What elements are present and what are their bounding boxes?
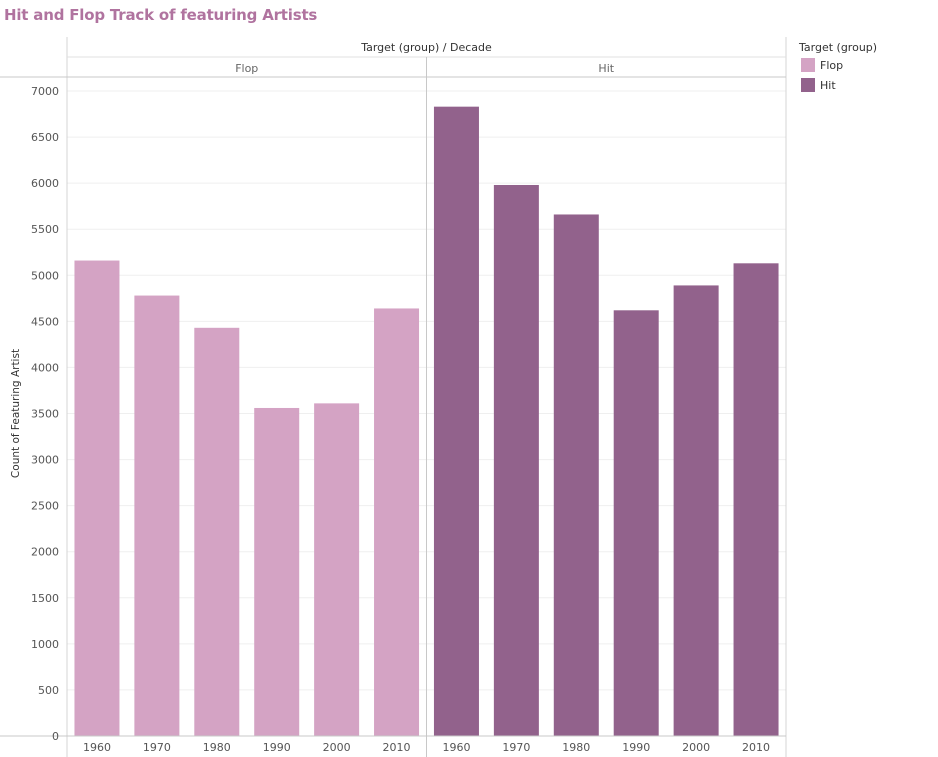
- pane-header-hit: Hit: [598, 62, 614, 75]
- x-tick-label: 1990: [263, 741, 291, 754]
- bar-hit-1990[interactable]: [613, 310, 659, 736]
- x-tick-label: 1990: [622, 741, 650, 754]
- column-header-title: Target (group) / Decade: [360, 41, 492, 54]
- x-tick-label: 2000: [682, 741, 710, 754]
- legend-title: Target (group): [798, 41, 877, 54]
- x-tick-label: 1960: [442, 741, 470, 754]
- x-tick-label: 1980: [203, 741, 231, 754]
- y-tick-label: 3500: [31, 408, 59, 421]
- bar-flop-1980[interactable]: [194, 327, 240, 736]
- bar-flop-1960[interactable]: [74, 260, 120, 736]
- legend-label-hit: Hit: [820, 79, 836, 92]
- y-tick-label: 4500: [31, 315, 59, 328]
- x-tick-label: 2010: [383, 741, 411, 754]
- x-tick-label: 1960: [83, 741, 111, 754]
- y-tick-label: 7000: [31, 85, 59, 98]
- y-axis-title: Count of Featuring Artist: [10, 349, 22, 478]
- bar-flop-2010[interactable]: [374, 308, 420, 736]
- y-tick-label: 3000: [31, 454, 59, 467]
- chart-title: Hit and Flop Track of featuring Artists: [4, 6, 318, 24]
- y-tick-label: 500: [38, 684, 59, 697]
- bar-flop-1970[interactable]: [134, 295, 180, 736]
- y-tick-label: 5000: [31, 269, 59, 282]
- x-tick-label: 2000: [323, 741, 351, 754]
- legend-swatch-hit[interactable]: [801, 78, 815, 92]
- x-tick-label: 1970: [502, 741, 530, 754]
- x-tick-label: 1970: [143, 741, 171, 754]
- x-tick-label: 2010: [742, 741, 770, 754]
- y-tick-label: 2000: [31, 546, 59, 559]
- y-tick-label: 5500: [31, 223, 59, 236]
- y-tick-label: 1000: [31, 638, 59, 651]
- bar-hit-2010[interactable]: [733, 263, 779, 736]
- bar-hit-2000[interactable]: [673, 285, 719, 736]
- bar-hit-1980[interactable]: [553, 214, 599, 736]
- y-tick-label: 4000: [31, 361, 59, 374]
- pane-header-flop: Flop: [235, 62, 258, 75]
- bar-flop-1990[interactable]: [254, 407, 300, 736]
- x-tick-label: 1980: [562, 741, 590, 754]
- y-tick-label: 6500: [31, 131, 59, 144]
- bar-flop-2000[interactable]: [314, 403, 360, 736]
- legend-swatch-flop[interactable]: [801, 58, 815, 72]
- bar-hit-1970[interactable]: [493, 184, 539, 736]
- bar-hit-1960[interactable]: [433, 106, 479, 736]
- y-tick-label: 1500: [31, 592, 59, 605]
- y-tick-label: 2500: [31, 500, 59, 513]
- legend-label-flop: Flop: [820, 59, 843, 72]
- y-tick-label: 0: [52, 730, 59, 743]
- y-tick-label: 6000: [31, 177, 59, 190]
